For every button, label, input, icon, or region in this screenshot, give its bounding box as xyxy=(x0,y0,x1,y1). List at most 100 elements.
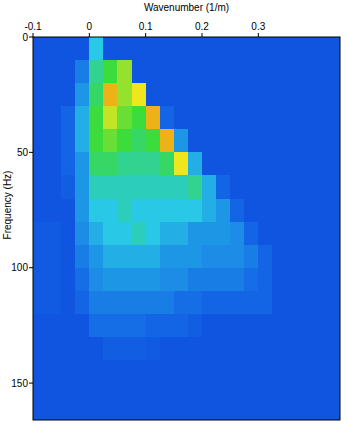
cell xyxy=(258,152,273,176)
cell xyxy=(301,175,316,199)
cell xyxy=(202,360,217,384)
cell xyxy=(61,291,76,315)
cell xyxy=(329,199,340,223)
cell xyxy=(47,152,62,176)
cell xyxy=(286,406,301,420)
cell xyxy=(61,222,76,246)
cell xyxy=(146,129,161,153)
cell xyxy=(103,222,118,246)
cell xyxy=(230,106,245,130)
cell xyxy=(272,360,287,384)
cell xyxy=(75,337,90,361)
y-tick xyxy=(29,152,33,153)
cell xyxy=(47,360,62,384)
cell xyxy=(146,83,161,107)
cell xyxy=(61,383,76,407)
cell xyxy=(188,37,203,61)
cell xyxy=(202,383,217,407)
cell xyxy=(47,268,62,292)
cell xyxy=(174,406,189,420)
cell xyxy=(117,83,132,107)
cell xyxy=(329,60,340,84)
cell xyxy=(258,37,273,61)
cell xyxy=(75,175,90,199)
cell xyxy=(89,268,104,292)
cell xyxy=(315,175,330,199)
cell xyxy=(47,106,62,130)
cell xyxy=(117,268,132,292)
cell xyxy=(61,406,76,420)
cell xyxy=(329,129,340,153)
cell xyxy=(286,83,301,107)
cell xyxy=(146,199,161,223)
cell xyxy=(329,222,340,246)
cell xyxy=(132,406,147,420)
cell xyxy=(258,222,273,246)
cell xyxy=(258,83,273,107)
cell xyxy=(117,314,132,338)
cell xyxy=(103,291,118,315)
cell xyxy=(230,37,245,61)
cell xyxy=(47,60,62,84)
cell xyxy=(146,268,161,292)
cell xyxy=(75,291,90,315)
x-tick-label: 0.2 xyxy=(195,21,209,32)
cell xyxy=(103,360,118,384)
cell xyxy=(202,106,217,130)
cell xyxy=(258,314,273,338)
cell xyxy=(47,337,62,361)
cell xyxy=(146,337,161,361)
cell xyxy=(258,106,273,130)
cell xyxy=(258,245,273,269)
cell xyxy=(75,37,90,61)
cell xyxy=(132,199,147,223)
cell xyxy=(33,406,48,420)
cell xyxy=(75,83,90,107)
cell xyxy=(103,406,118,420)
cell xyxy=(315,360,330,384)
cell xyxy=(75,106,90,130)
cell xyxy=(188,60,203,84)
cell xyxy=(258,337,273,361)
cell xyxy=(230,83,245,107)
cell xyxy=(117,337,132,361)
cell xyxy=(244,129,259,153)
cell xyxy=(244,175,259,199)
cell xyxy=(272,314,287,338)
cell xyxy=(61,268,76,292)
cell xyxy=(315,268,330,292)
cell xyxy=(188,152,203,176)
x-tick-label: 0 xyxy=(87,21,93,32)
cell xyxy=(188,106,203,130)
cell xyxy=(272,60,287,84)
cell xyxy=(117,37,132,61)
cell xyxy=(89,383,104,407)
cell xyxy=(89,222,104,246)
cell xyxy=(272,268,287,292)
cell xyxy=(202,245,217,269)
cell xyxy=(286,152,301,176)
chart: -0.100.10.20.3050100150Wavenumber (1/m)F… xyxy=(0,0,348,432)
cell xyxy=(202,83,217,107)
cell xyxy=(160,83,175,107)
cell xyxy=(188,129,203,153)
cell xyxy=(33,222,48,246)
cell xyxy=(174,152,189,176)
cell xyxy=(272,222,287,246)
cell xyxy=(89,360,104,384)
cell xyxy=(301,383,316,407)
cell xyxy=(75,383,90,407)
cell xyxy=(272,383,287,407)
cell xyxy=(146,245,161,269)
cell xyxy=(160,199,175,223)
cell xyxy=(202,314,217,338)
cell xyxy=(188,245,203,269)
cell xyxy=(33,175,48,199)
cell xyxy=(216,383,231,407)
cell xyxy=(230,222,245,246)
cell xyxy=(188,406,203,420)
cell xyxy=(117,199,132,223)
cell xyxy=(258,129,273,153)
cell xyxy=(301,152,316,176)
cell xyxy=(216,314,231,338)
